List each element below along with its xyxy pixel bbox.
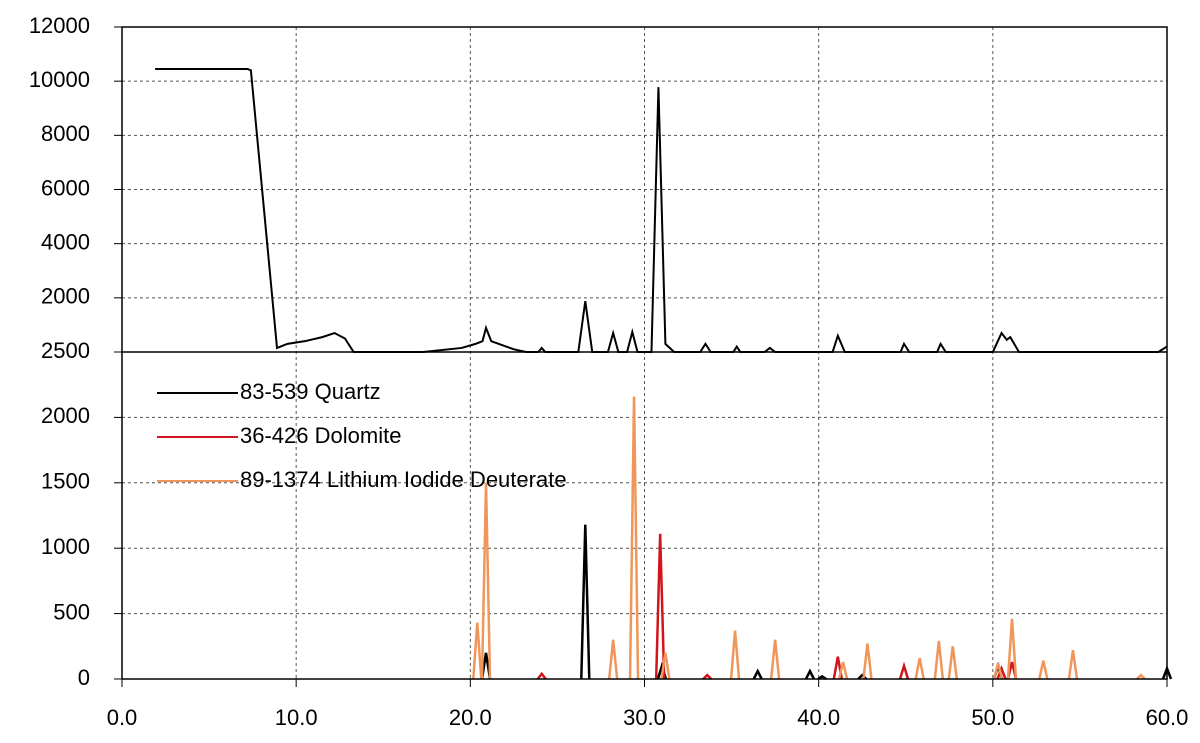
peak xyxy=(660,652,671,680)
x-tick-label: 50.0 xyxy=(971,705,1014,730)
peak xyxy=(536,671,547,680)
y-tick-label: 2000 xyxy=(41,284,90,309)
peak xyxy=(992,662,1004,680)
legend-label: 83-539 Quartz xyxy=(240,379,381,404)
peak xyxy=(947,646,959,680)
peak xyxy=(769,639,781,680)
y-tick-label: 2000 xyxy=(41,403,90,428)
peak xyxy=(1038,660,1049,680)
peak xyxy=(628,396,640,680)
y-tick-label: 10000 xyxy=(29,67,90,92)
plot-frame xyxy=(121,26,1168,680)
legend-label: 36-426 Dolomite xyxy=(240,423,401,448)
peak xyxy=(837,661,849,680)
y-tick-label: 12000 xyxy=(29,13,90,38)
y-tick-label: 500 xyxy=(53,599,90,624)
x-tick-label: 20.0 xyxy=(449,705,492,730)
peak xyxy=(752,668,763,680)
peak xyxy=(857,673,868,680)
x-tick-label: 60.0 xyxy=(1146,705,1189,730)
y-tick-label: 1500 xyxy=(41,469,90,494)
y-tick-label: 8000 xyxy=(41,121,90,146)
peak xyxy=(933,640,945,680)
peak xyxy=(817,674,827,681)
peak xyxy=(1006,618,1018,680)
peak xyxy=(480,482,492,680)
peak xyxy=(898,661,910,680)
x-tick-label: 10.0 xyxy=(275,705,318,730)
pattern-line xyxy=(155,67,1168,353)
x-tick-label: 30.0 xyxy=(623,705,666,730)
x-tick-label: 0.0 xyxy=(107,705,138,730)
peak xyxy=(654,533,666,680)
legend-label: 89-1374 Lithium Iodide Deuterate xyxy=(240,467,567,492)
y-tick-label: 2500 xyxy=(41,338,90,363)
peak xyxy=(607,639,619,680)
peak xyxy=(702,673,713,680)
peak xyxy=(996,665,1007,680)
peak xyxy=(1136,673,1146,680)
y-tick-label: 1000 xyxy=(41,534,90,559)
peak xyxy=(580,524,591,680)
x-tick-label: 40.0 xyxy=(797,705,840,730)
peak xyxy=(862,643,873,680)
peak xyxy=(1067,650,1079,680)
peak xyxy=(729,630,741,680)
y-tick-label: 0 xyxy=(78,665,90,690)
peak xyxy=(804,668,816,680)
y-tick-label: 4000 xyxy=(41,229,90,254)
peak xyxy=(914,657,925,680)
peak xyxy=(472,622,483,680)
y-tick-label: 6000 xyxy=(41,175,90,200)
